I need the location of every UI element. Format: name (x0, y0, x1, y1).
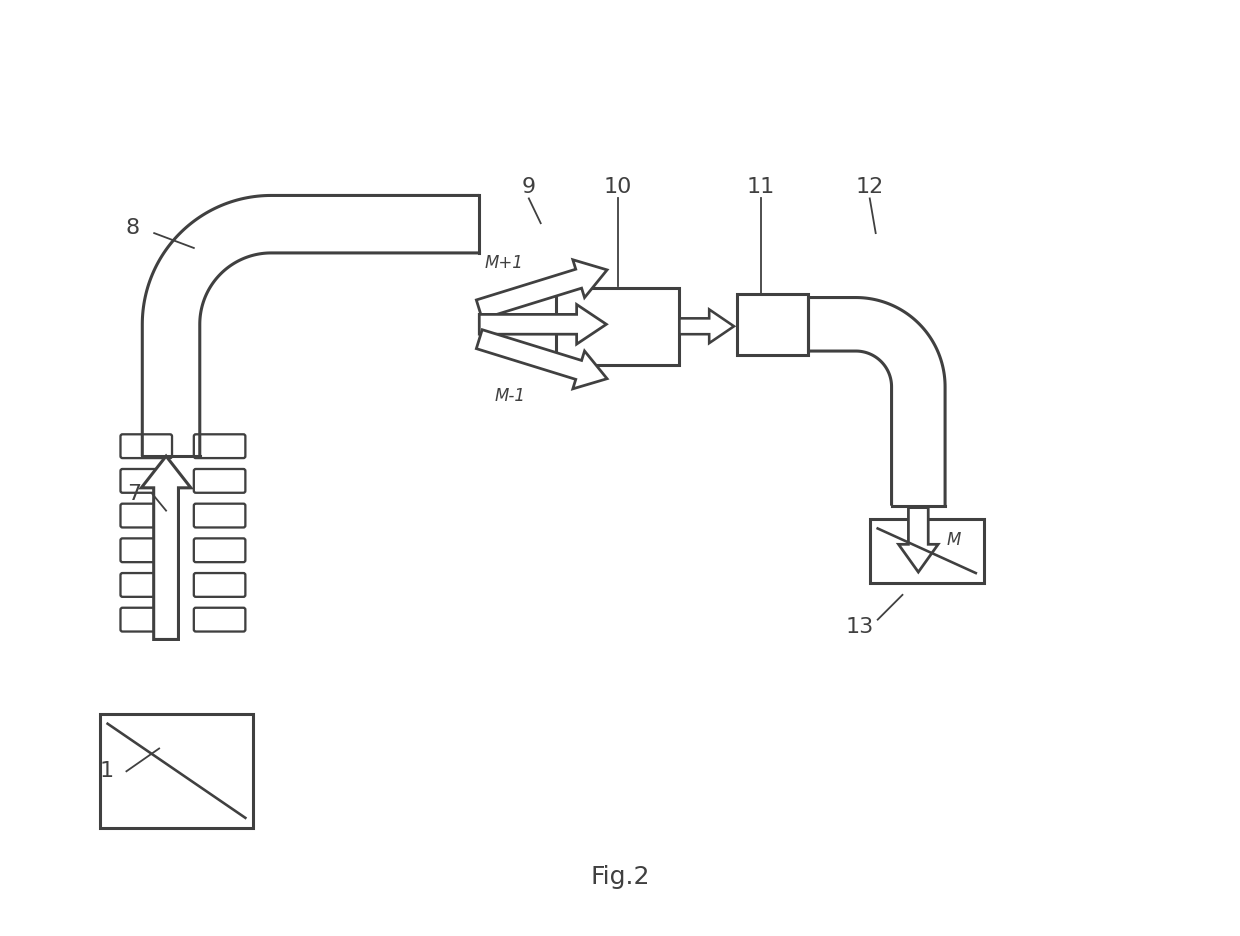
FancyBboxPatch shape (193, 504, 246, 528)
Text: 12: 12 (856, 177, 884, 197)
FancyArrow shape (476, 259, 608, 319)
FancyArrow shape (680, 310, 734, 344)
FancyBboxPatch shape (193, 607, 246, 632)
FancyBboxPatch shape (120, 434, 172, 458)
FancyBboxPatch shape (120, 607, 172, 632)
Text: 9: 9 (522, 177, 536, 197)
FancyBboxPatch shape (869, 519, 983, 583)
FancyBboxPatch shape (120, 469, 172, 492)
Text: M-1: M-1 (494, 387, 525, 404)
Text: 13: 13 (846, 617, 874, 636)
FancyBboxPatch shape (556, 287, 680, 365)
Text: M: M (946, 531, 961, 548)
Text: 7: 7 (128, 484, 141, 504)
FancyBboxPatch shape (193, 573, 246, 597)
FancyArrow shape (476, 329, 608, 388)
Text: M+1: M+1 (484, 254, 523, 271)
FancyBboxPatch shape (99, 714, 253, 827)
Text: 8: 8 (125, 218, 139, 238)
Text: 11: 11 (746, 177, 775, 197)
FancyBboxPatch shape (193, 434, 246, 458)
FancyBboxPatch shape (193, 469, 246, 492)
FancyBboxPatch shape (120, 538, 172, 563)
FancyArrow shape (480, 304, 606, 344)
Text: Fig.2: Fig.2 (590, 865, 650, 889)
FancyArrow shape (141, 456, 191, 639)
Text: 10: 10 (604, 177, 632, 197)
Text: 1: 1 (99, 761, 114, 782)
FancyBboxPatch shape (193, 538, 246, 563)
FancyBboxPatch shape (737, 294, 808, 355)
FancyArrow shape (899, 507, 939, 572)
FancyBboxPatch shape (120, 504, 172, 528)
FancyBboxPatch shape (120, 573, 172, 597)
